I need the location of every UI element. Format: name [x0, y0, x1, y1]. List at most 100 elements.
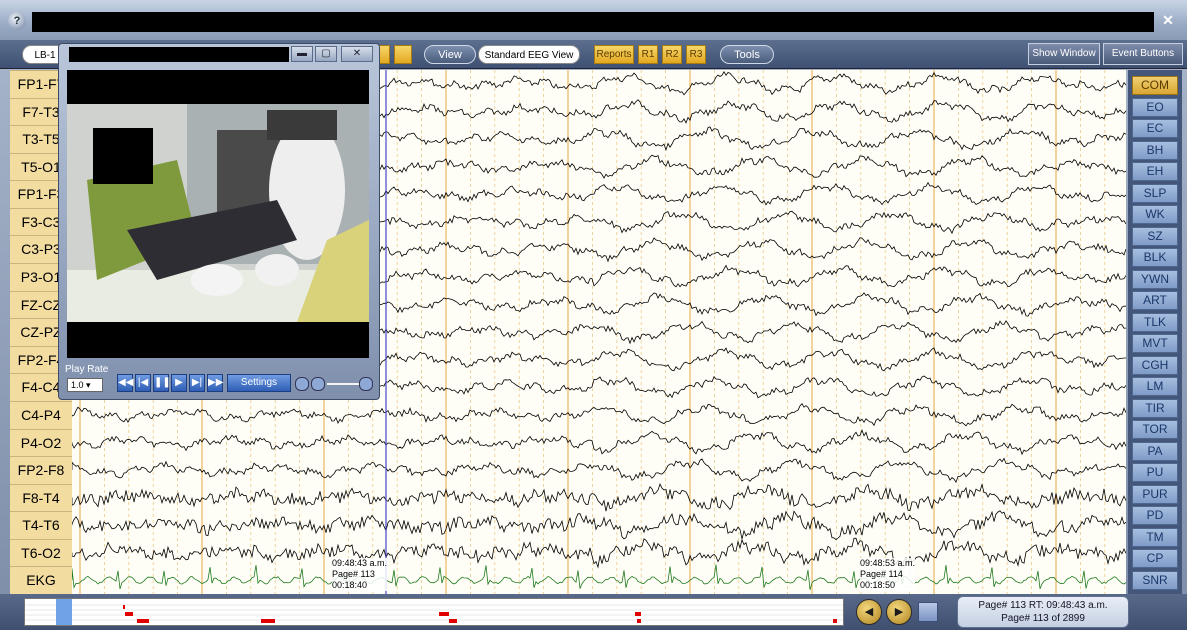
event-button-eo[interactable]: EO — [1132, 97, 1178, 117]
channel-label[interactable]: FP2-F8 — [10, 456, 72, 484]
timestamp-clock: 09:48:53 a.m. — [860, 558, 916, 568]
timeline-event-marker[interactable] — [137, 619, 149, 623]
volume-slider-handle[interactable] — [359, 377, 373, 391]
app-help-icon[interactable]: ? — [8, 12, 26, 30]
event-button-com[interactable]: COM — [1132, 76, 1178, 95]
channel-label[interactable]: C4-P4 — [10, 400, 72, 429]
event-button-slp[interactable]: SLP — [1132, 183, 1178, 203]
timestamp-page: Page# 114 — [860, 569, 903, 579]
tools-button[interactable]: Tools — [720, 45, 774, 64]
close-video-button[interactable]: ✕ — [341, 46, 373, 62]
timeline-event-marker[interactable] — [261, 619, 275, 623]
step-forward-button[interactable]: ▶| — [189, 374, 205, 392]
channel-label[interactable]: F8-T4 — [10, 483, 72, 512]
timeline-event-marker[interactable] — [449, 619, 457, 623]
channel-label[interactable]: EKG — [10, 566, 72, 594]
event-buttons-button[interactable]: Event Buttons — [1103, 43, 1183, 65]
channel-label[interactable]: F4-C4 — [10, 373, 72, 401]
event-button-pu[interactable]: PU — [1132, 463, 1178, 482]
volume-mute-icon[interactable] — [295, 377, 309, 391]
redacted-title — [32, 12, 1154, 32]
video-settings-button[interactable]: Settings — [227, 374, 291, 392]
timeline-cursor[interactable] — [56, 599, 72, 625]
channel-label[interactable]: F3-C3 — [10, 207, 72, 236]
channel-label[interactable]: T4-T6 — [10, 511, 72, 539]
event-button-eh[interactable]: EH — [1132, 162, 1178, 181]
channel-label[interactable]: FP1-F7 — [10, 70, 72, 98]
volume-icon[interactable] — [311, 377, 325, 391]
close-window-icon[interactable]: ✕ — [1162, 12, 1174, 28]
bottom-bar: ◀ ▶ Page# 113 RT: 09:48:43 a.m. Page# 11… — [0, 594, 1187, 630]
timeline-event-marker[interactable] — [125, 612, 133, 616]
event-button-art[interactable]: ART — [1132, 291, 1178, 310]
event-button-lm[interactable]: LM — [1132, 377, 1178, 396]
channel-trace — [72, 457, 1126, 484]
timeline-event-marker[interactable] — [833, 619, 837, 623]
report-r1-button[interactable]: R1 — [638, 45, 658, 64]
play-rate-label: Play Rate — [65, 364, 109, 375]
timeline-event-marker[interactable] — [635, 612, 641, 616]
channel-label[interactable]: P4-O2 — [10, 428, 72, 457]
show-window-button[interactable]: Show Window — [1028, 43, 1100, 65]
event-button-wk[interactable]: WK — [1132, 205, 1178, 224]
channel-label[interactable]: T5-O1 — [10, 152, 72, 181]
play-button[interactable]: ▶ — [171, 374, 187, 392]
timeline-markers — [25, 604, 843, 623]
fast-forward-button[interactable]: ▶▶ — [207, 374, 223, 392]
page-info-panel: Page# 113 RT: 09:48:43 a.m. Page# 113 of… — [957, 596, 1129, 628]
channel-label[interactable]: P3-O1 — [10, 263, 72, 291]
view-select[interactable]: Standard EEG View — [478, 45, 580, 64]
event-button-tor[interactable]: TOR — [1132, 420, 1178, 439]
report-r3-button[interactable]: R3 — [686, 45, 706, 64]
event-button-ec[interactable]: EC — [1132, 119, 1178, 138]
channel-label[interactable]: FZ-CZ — [10, 290, 72, 319]
minimize-button[interactable]: ▬ — [291, 46, 313, 62]
event-button-bh[interactable]: BH — [1132, 140, 1178, 160]
channel-label[interactable]: C3-P3 — [10, 235, 72, 263]
volume-slider[interactable] — [327, 383, 367, 385]
channel-label[interactable]: T3-T5 — [10, 125, 72, 153]
event-button-tir[interactable]: TIR — [1132, 398, 1178, 418]
view-button[interactable]: View — [424, 45, 476, 64]
previous-page-button[interactable]: ◀ — [856, 599, 882, 625]
event-button-cp[interactable]: CP — [1132, 549, 1178, 568]
timeline-event-marker[interactable] — [637, 619, 641, 623]
event-button-tm[interactable]: TM — [1132, 527, 1178, 547]
channel-label[interactable]: CZ-PZ — [10, 318, 72, 346]
event-button-ywn[interactable]: YWN — [1132, 269, 1178, 289]
event-button-mvt[interactable]: MVT — [1132, 334, 1178, 353]
fast-rewind-button[interactable]: ◀◀ — [117, 374, 133, 392]
measure-tool-button[interactable] — [394, 45, 412, 64]
event-button-pa[interactable]: PA — [1132, 441, 1178, 461]
page-jump-button[interactable] — [918, 602, 938, 622]
channel-label[interactable]: FP1-F3 — [10, 180, 72, 208]
event-button-sz[interactable]: SZ — [1132, 226, 1178, 246]
report-r2-button[interactable]: R2 — [662, 45, 682, 64]
event-button-cgh[interactable]: CGH — [1132, 355, 1178, 375]
timestamp-page: Page# 113 — [332, 569, 375, 579]
title-bar: ? ✕ — [0, 0, 1187, 40]
channel-label[interactable]: F7-T3 — [10, 97, 72, 126]
event-button-blk[interactable]: BLK — [1132, 248, 1178, 267]
event-button-pd[interactable]: PD — [1132, 506, 1178, 525]
timeline-event-marker[interactable] — [439, 612, 449, 616]
redacted-video-title — [69, 47, 289, 62]
channel-label[interactable]: FP2-F4 — [10, 345, 72, 374]
restore-button[interactable]: ▢ — [315, 46, 337, 62]
event-button-pur[interactable]: PUR — [1132, 484, 1178, 504]
next-page-button[interactable]: ▶ — [886, 599, 912, 625]
video-window[interactable]: ▬ ▢ ✕ Play Rate 1.0 ▾ — [58, 43, 380, 400]
timeline-overview[interactable] — [24, 598, 844, 626]
timeline-event-marker[interactable] — [123, 605, 125, 609]
step-back-button[interactable]: |◀ — [135, 374, 151, 392]
timestamp-elapsed: 00:18:50 — [860, 580, 896, 590]
pause-button[interactable]: ❚❚ — [153, 374, 171, 392]
channel-label[interactable]: T6-O2 — [10, 538, 72, 567]
play-rate-select[interactable]: 1.0 ▾ — [67, 378, 103, 392]
event-button-snr[interactable]: SNR — [1132, 570, 1178, 590]
channel-trace — [72, 510, 1126, 541]
event-button-tlk[interactable]: TLK — [1132, 312, 1178, 332]
timestamp-clock: 09:48:43 a.m. — [332, 558, 388, 568]
reports-button[interactable]: Reports — [594, 45, 634, 64]
